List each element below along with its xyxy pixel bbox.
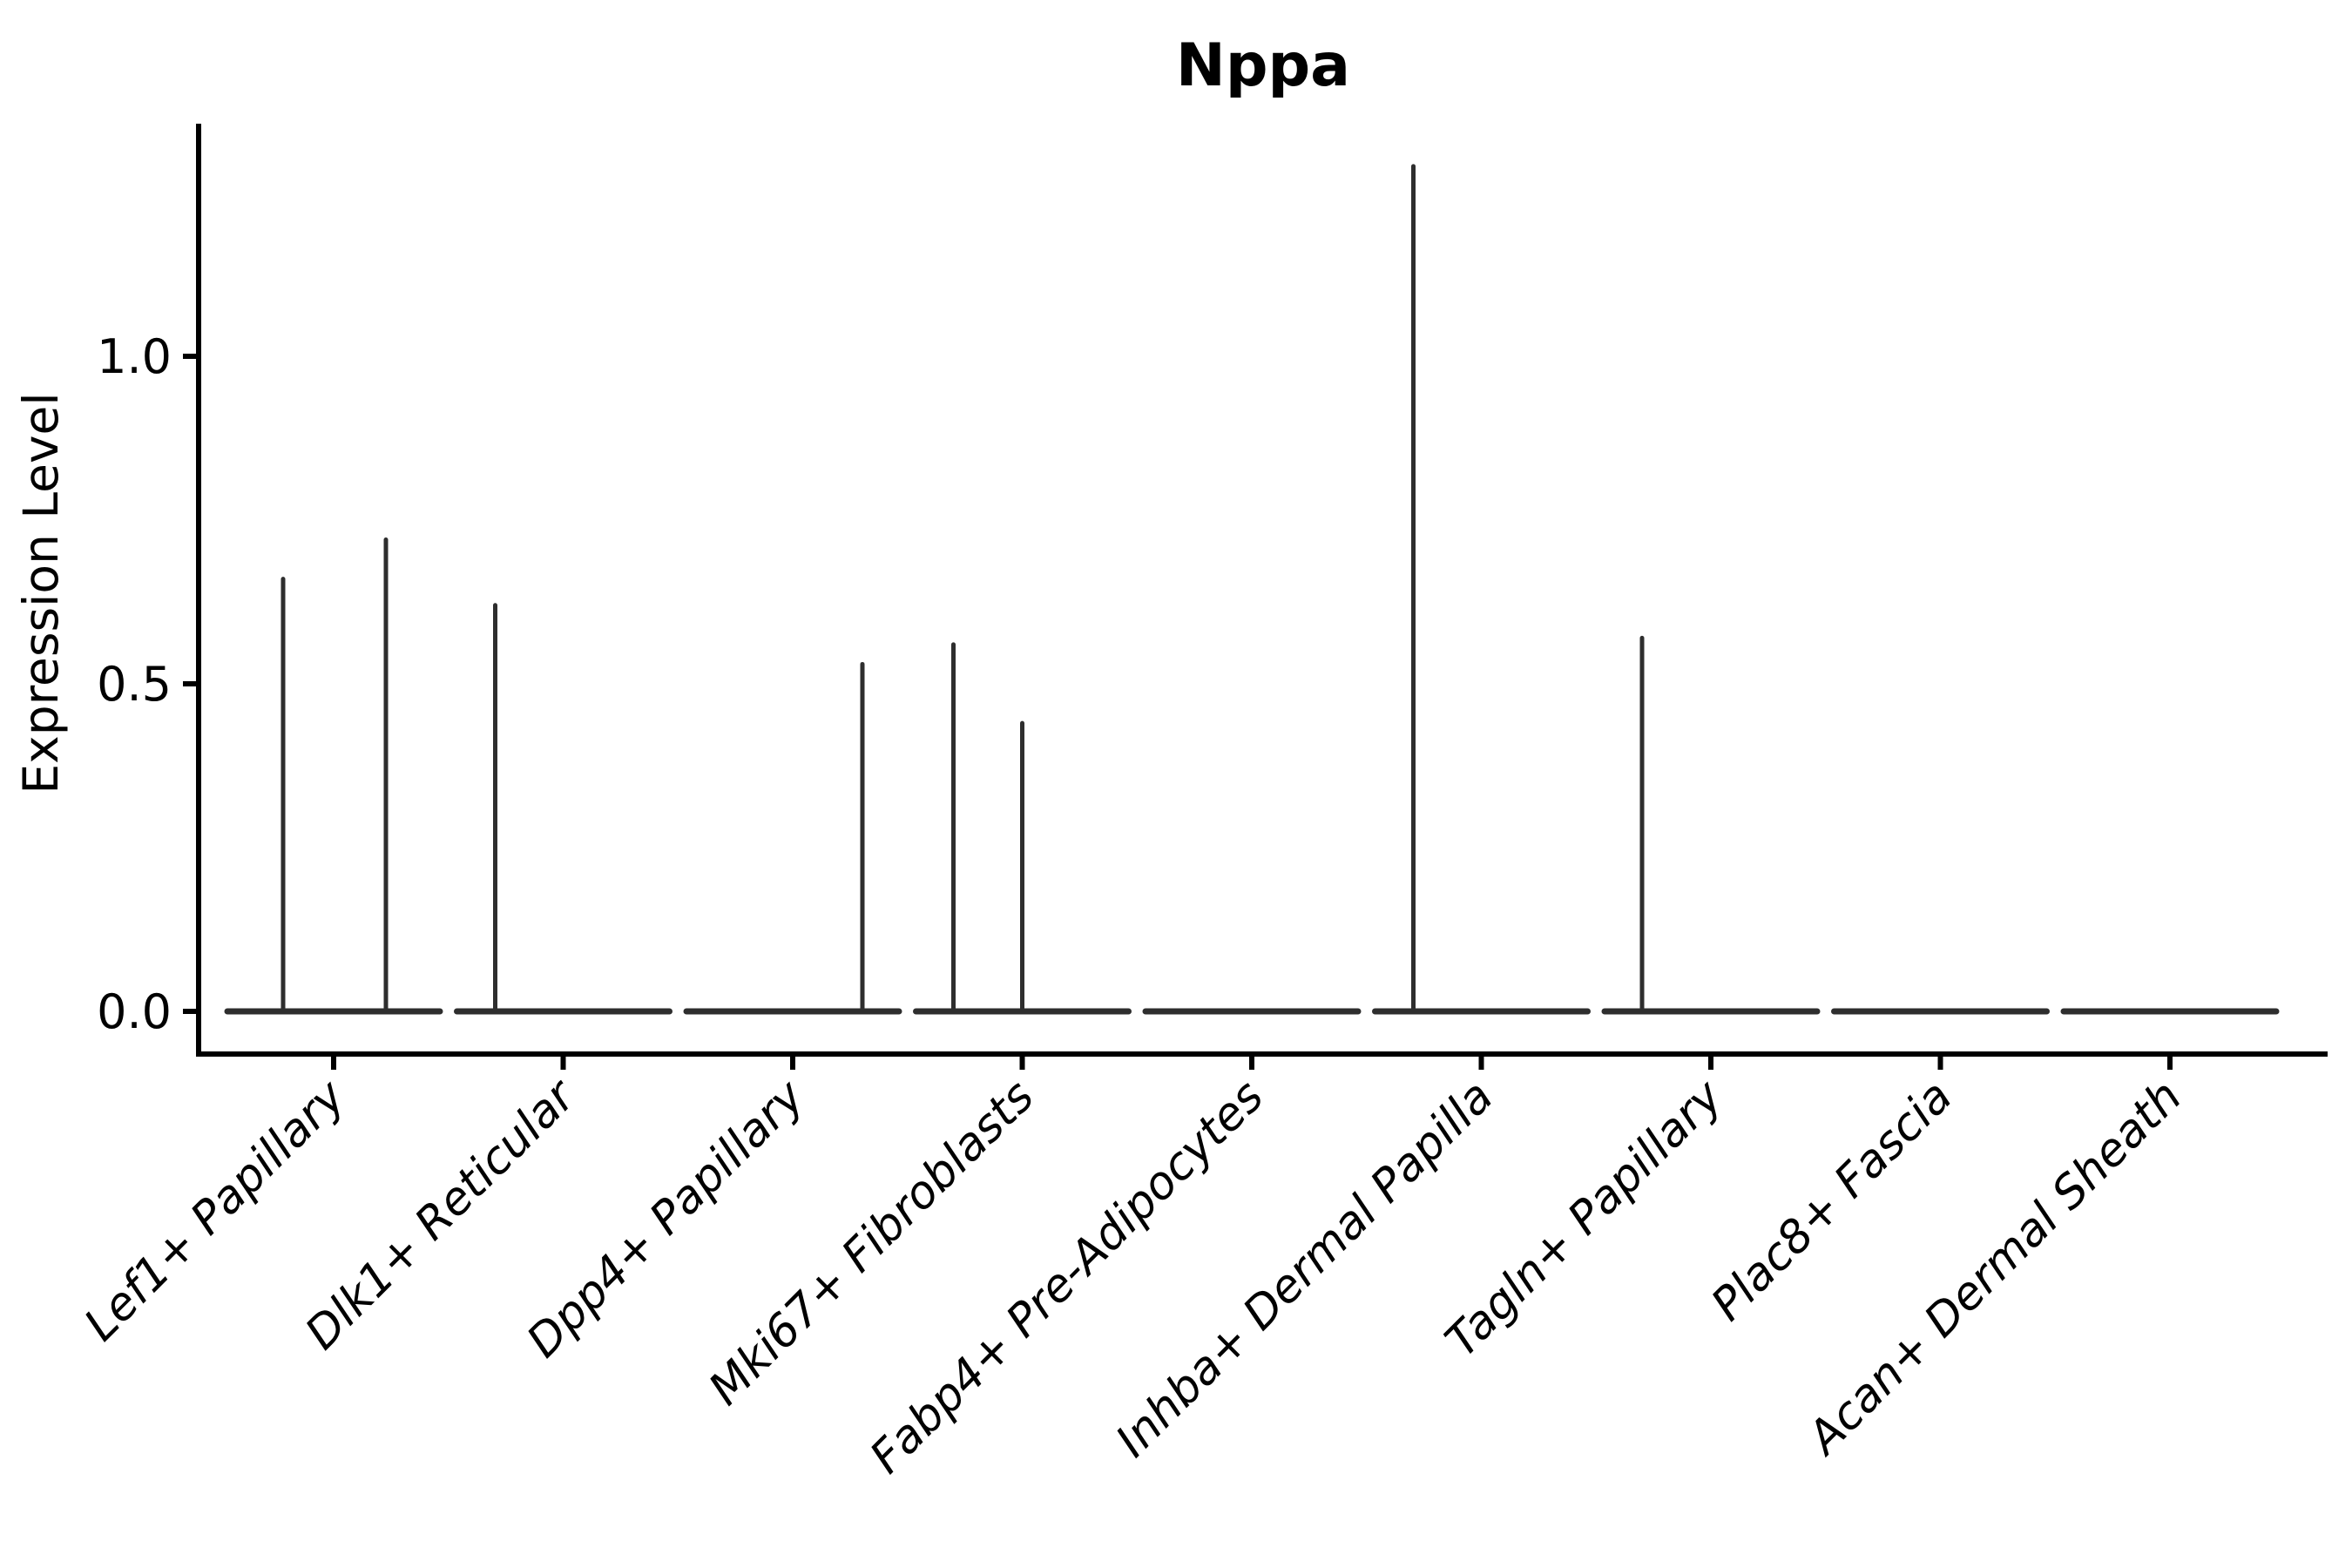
y-tick-label: 0.0 bbox=[97, 984, 172, 1039]
chart-title: Nppa bbox=[1176, 31, 1350, 100]
x-tick-label: Acan+ Dermal Sheath bbox=[1796, 1071, 2192, 1466]
y-tick-label: 1.0 bbox=[97, 329, 172, 384]
x-tick-label: Fabp4+ Pre-Adipocytes bbox=[861, 1071, 1274, 1484]
y-tick-label: 0.5 bbox=[97, 657, 172, 712]
y-axis-label: Expression Level bbox=[13, 392, 69, 794]
x-tick-label: Inhba+ Dermal Papilla bbox=[1106, 1071, 1504, 1468]
x-tick-label: Plac8+ Fascia bbox=[1701, 1071, 1962, 1331]
